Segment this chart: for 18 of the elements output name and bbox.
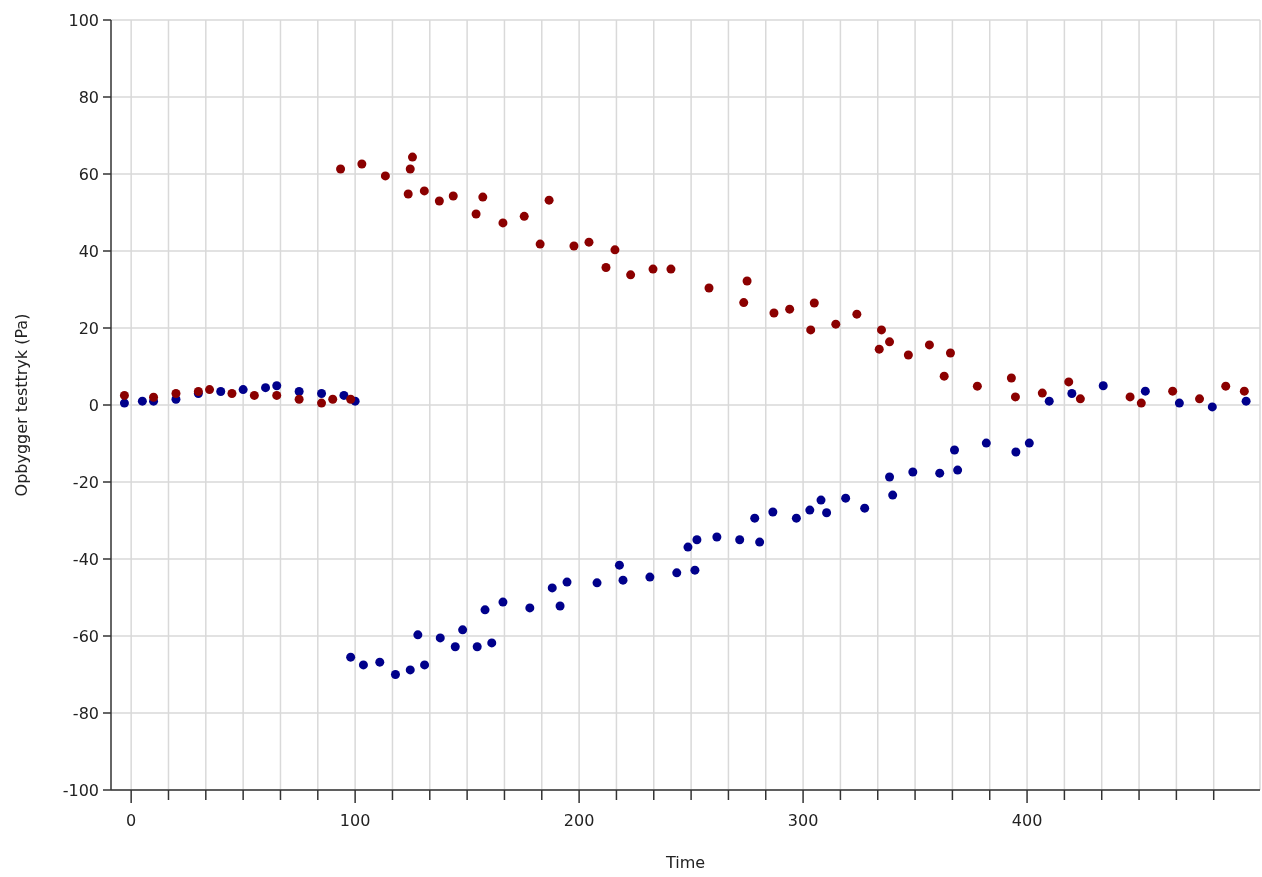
y-tick-label: 80 [78,87,99,107]
y-tick-label: 40 [78,241,99,261]
y-tick-label: 0 [88,395,99,415]
y-tick-label: 60 [78,164,99,184]
y-tick-label: -80 [72,703,99,723]
y-axis-title: Opbygger testtryk (Pa) [12,313,31,497]
x-tick-label: 100 [339,811,371,830]
x-tick-label: 0 [126,811,137,830]
y-tick-label: 20 [78,318,99,338]
y-tick-label: -100 [62,780,99,800]
y-tick-label: -60 [72,626,99,646]
x-tick-label: 300 [787,811,819,830]
y-tick-label: -20 [72,472,99,492]
x-axis-title: Time [664,853,706,872]
x-tick-label: 200 [563,811,595,830]
x-tick-label: 400 [1011,811,1043,830]
y-tick-label: 100 [68,10,99,30]
y-tick-label: -40 [72,549,99,569]
